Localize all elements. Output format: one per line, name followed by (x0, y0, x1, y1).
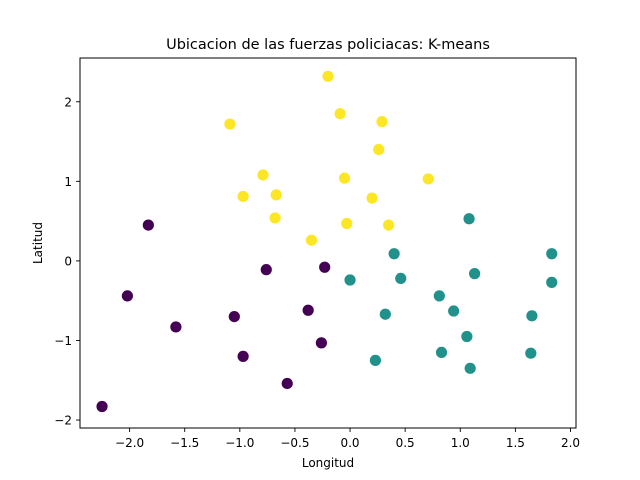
x-tick-label: −1.0 (225, 436, 254, 450)
cluster-2-point-8 (448, 305, 460, 317)
x-tick-label: −2.0 (115, 436, 144, 450)
x-tick-label: 1.0 (451, 436, 470, 450)
x-tick-label: 0.5 (396, 436, 415, 450)
cluster-1-point-7 (260, 264, 272, 276)
cluster-3-point-2 (237, 190, 249, 203)
x-tick-label: 0.0 (340, 436, 359, 450)
cluster-1-point-3 (121, 290, 133, 302)
cluster-2-point-16 (546, 248, 558, 260)
cluster-2-point-2 (369, 354, 381, 366)
cluster-3-point-12 (373, 143, 385, 156)
plot-frame (79, 57, 577, 429)
cluster-2-point-3 (379, 308, 391, 320)
data-points (96, 70, 558, 413)
cluster-1-point-10 (315, 337, 327, 349)
cluster-3-point-9 (338, 172, 351, 184)
chart-title: Ubicacion de las fuerzas policiacas: K-m… (166, 37, 490, 53)
cluster-1-point-8 (281, 377, 293, 390)
cluster-2-point-1 (344, 274, 356, 286)
x-axis-ticks: −2.0 −1.5 −1.0 −0.5 0.0 0.5 1.0 1.5 2.0 (115, 428, 580, 450)
cluster-2-point-6 (433, 290, 445, 302)
cluster-2-point-15 (546, 276, 558, 288)
cluster-1-point-5 (228, 311, 240, 323)
cluster-1-point-4 (170, 321, 182, 333)
cluster-2-point-7 (435, 346, 448, 359)
cluster-1-point-1 (96, 400, 108, 413)
y-tick-label: 2 (64, 95, 72, 109)
cluster-1-point-6 (237, 350, 249, 362)
cluster-1-point-9 (302, 304, 314, 316)
cluster-2-point-13 (525, 347, 537, 359)
cluster-2-point-14 (526, 310, 538, 322)
cluster-2-point-12 (469, 268, 481, 280)
y-tick-label: 0 (64, 254, 72, 268)
cluster-2-point-4 (388, 248, 400, 260)
cluster-2-point-10 (463, 213, 475, 225)
cluster-3-point-1 (224, 118, 236, 130)
cluster-2-point-5 (395, 272, 407, 285)
cluster-3-point-4 (269, 212, 281, 224)
y-axis-ticks: −2 −1 0 1 2 (54, 95, 80, 428)
cluster-3-point-6 (305, 234, 318, 246)
x-axis-label: Longitud (302, 456, 354, 470)
cluster-1-point-2 (142, 219, 154, 231)
cluster-3-point-7 (322, 70, 334, 82)
y-axis-label: Latitud (31, 222, 45, 264)
cluster-1-point-11 (319, 261, 331, 273)
cluster-3-point-5 (270, 189, 282, 201)
cluster-3-point-11 (366, 192, 378, 204)
cluster-2-point-9 (461, 330, 473, 343)
y-tick-label: 1 (64, 175, 72, 189)
cluster-2-point-11 (464, 362, 476, 374)
y-tick-label: −2 (54, 414, 72, 428)
x-tick-label: −0.5 (280, 436, 309, 450)
cluster-3-point-3 (257, 169, 269, 181)
x-tick-label: −1.5 (170, 436, 199, 450)
x-tick-label: 2.0 (561, 436, 580, 450)
cluster-3-point-13 (376, 116, 388, 128)
cluster-3-point-10 (341, 217, 353, 230)
y-tick-label: −1 (54, 334, 72, 348)
cluster-3-point-14 (383, 219, 395, 231)
cluster-3-point-15 (422, 173, 434, 185)
cluster-3-point-8 (334, 108, 346, 120)
x-tick-label: 1.5 (506, 436, 525, 450)
